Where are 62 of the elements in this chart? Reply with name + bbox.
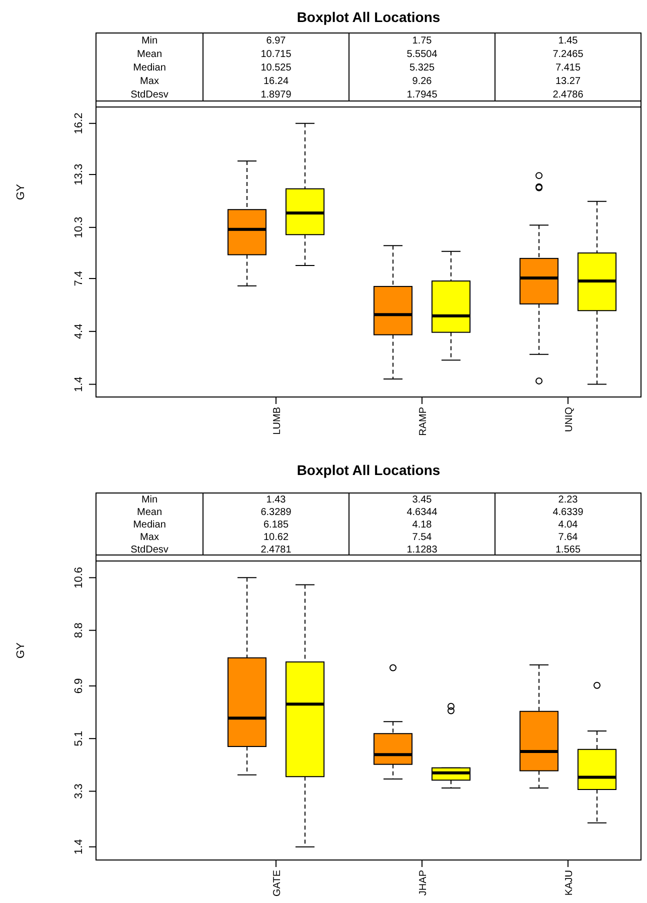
- text: 1.7945: [406, 90, 438, 101]
- text: 5.325: [409, 62, 435, 74]
- text: 13.27: [555, 76, 581, 88]
- y-tick-label: 8.8: [73, 622, 85, 638]
- y-tick-label: 16.2: [73, 112, 85, 134]
- text: Median: [133, 62, 166, 74]
- x-tick-label: JHAP: [418, 870, 429, 896]
- y-tick-label: 1.4: [73, 376, 85, 392]
- text: 7.64: [558, 532, 578, 543]
- chart-title: Boxplot All Locations: [296, 462, 440, 478]
- text: 4.6344: [406, 507, 438, 518]
- text: StdDesv: [130, 544, 168, 556]
- x-tick-label: RAMP: [418, 406, 429, 436]
- text: 2.4786: [552, 90, 584, 101]
- text: 1.1283: [406, 544, 438, 556]
- x-tick-label: GATE: [272, 870, 283, 896]
- y-tick-label: 4.4: [73, 324, 85, 340]
- text: Mean: [136, 507, 162, 518]
- text: Max: [140, 76, 159, 88]
- y-axis-title: GY: [15, 642, 27, 658]
- x-tick-label: UNIQ: [564, 406, 575, 432]
- text: 4.18: [412, 520, 432, 530]
- text: Max: [140, 532, 159, 543]
- text: StdDesv: [130, 90, 168, 101]
- text: 10.525: [260, 62, 292, 74]
- y-tick-label: 6.9: [73, 678, 85, 694]
- y-tick-label: 13.3: [73, 164, 85, 186]
- y-tick-label: 10.6: [73, 566, 85, 588]
- text: 2.4781: [260, 544, 292, 556]
- y-tick-label: 3.3: [73, 784, 85, 799]
- text: 7.54: [412, 532, 432, 543]
- y-tick-label: 5.1: [73, 730, 85, 746]
- text: 1.565: [555, 544, 581, 556]
- y-axis-title: GY: [15, 183, 27, 200]
- text: 4.6339: [552, 507, 584, 518]
- text: 7.415: [555, 62, 581, 74]
- text: 10.62: [263, 532, 289, 543]
- text: Min: [141, 494, 158, 506]
- text: 1.75: [412, 35, 432, 46]
- text: 3.45: [412, 494, 432, 506]
- text: Min: [141, 35, 158, 46]
- text: 2.23: [558, 494, 578, 506]
- text: 6.185: [263, 520, 289, 530]
- text: 6.3289: [260, 507, 292, 518]
- text: 16.24: [263, 76, 289, 88]
- text: Median: [133, 520, 166, 530]
- x-tick-label: KAJU: [564, 870, 575, 896]
- y-tick-label: 10.3: [73, 216, 85, 238]
- text: Mean: [136, 48, 162, 60]
- text: 7.2465: [552, 48, 584, 60]
- text: 10.715: [260, 48, 292, 60]
- text: 6.97: [266, 35, 286, 46]
- text: 1.8979: [260, 90, 292, 101]
- text: 9.26: [412, 76, 432, 88]
- text: 5.5504: [406, 48, 438, 60]
- y-tick-label: 7.4: [73, 270, 85, 286]
- text: 1.43: [266, 494, 286, 506]
- x-tick-label: LUMB: [272, 406, 283, 435]
- y-tick-label: 1.4: [73, 839, 85, 854]
- chart-title: Boxplot All Locations: [296, 9, 440, 25]
- text: 4.04: [558, 520, 578, 530]
- text: 1.45: [558, 35, 578, 46]
